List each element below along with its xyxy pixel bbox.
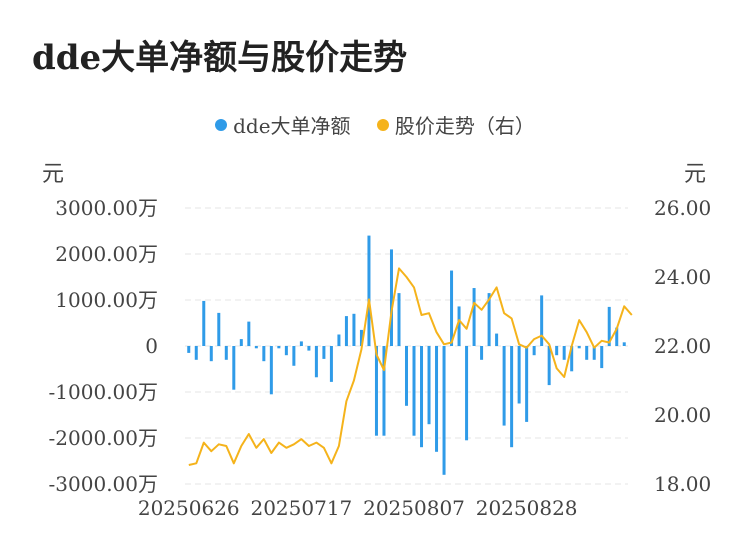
legend-label-price: 股价走势（右） bbox=[394, 114, 535, 138]
legend-label-dde: dde大单净额 bbox=[233, 114, 351, 138]
dde-bar bbox=[352, 313, 356, 346]
left-tick-label: 2000.00万 bbox=[55, 242, 158, 266]
dde-bar bbox=[427, 346, 431, 425]
price-line bbox=[188, 267, 633, 466]
dde-bar bbox=[284, 346, 288, 356]
x-tick-label: 20250626 bbox=[138, 496, 240, 520]
dde-bar bbox=[367, 235, 371, 346]
dde-bar bbox=[239, 339, 243, 346]
dde-bar bbox=[292, 346, 296, 366]
left-tick-label: -1000.00万 bbox=[49, 380, 158, 404]
dde-bar bbox=[382, 346, 386, 436]
dde-bar bbox=[525, 346, 529, 422]
dde-bar bbox=[217, 312, 221, 346]
chart-legend: dde大单净额 股价走势（右） bbox=[0, 110, 750, 139]
left-axis-unit: 元 bbox=[42, 162, 65, 187]
dde-bar bbox=[299, 341, 303, 346]
dde-bar bbox=[254, 346, 258, 349]
dde-bar bbox=[224, 346, 228, 360]
dde-bar bbox=[622, 342, 626, 346]
dde-bar bbox=[577, 346, 581, 349]
dde-bar bbox=[322, 346, 326, 359]
dde-bar bbox=[570, 346, 574, 372]
dde-bar bbox=[562, 346, 566, 360]
dde-bar bbox=[344, 316, 348, 346]
dde-bar bbox=[457, 306, 461, 346]
dde-bar bbox=[510, 346, 514, 448]
right-tick-label: 20.00 bbox=[654, 403, 711, 427]
dde-bar bbox=[517, 346, 521, 404]
dde-bar bbox=[540, 295, 544, 346]
dde-bar bbox=[194, 346, 198, 360]
dde-bar bbox=[532, 346, 536, 356]
dde-bar bbox=[202, 300, 206, 346]
dde-bar bbox=[435, 346, 439, 452]
dde-bar bbox=[592, 346, 596, 360]
dde-bar bbox=[555, 346, 559, 356]
dde-bar bbox=[187, 346, 191, 353]
dde-bar bbox=[412, 346, 416, 436]
x-tick-label: 20250717 bbox=[250, 496, 352, 520]
dde-bar bbox=[465, 346, 469, 441]
dde-bar bbox=[585, 346, 589, 360]
legend-item-price[interactable]: 股价走势（右） bbox=[376, 110, 535, 139]
left-tick-label: -3000.00万 bbox=[49, 472, 158, 496]
dde-bar bbox=[487, 293, 491, 346]
dde-bar bbox=[404, 346, 409, 406]
chart-title: dde大单净额与股价走势 bbox=[32, 38, 408, 78]
dde-bar bbox=[472, 288, 476, 346]
dde-bar bbox=[359, 329, 363, 346]
dde-bar bbox=[269, 346, 273, 395]
dde-bar bbox=[397, 293, 401, 346]
dde-bar bbox=[480, 346, 484, 360]
dde-bar bbox=[600, 346, 604, 369]
legend-dot-price bbox=[376, 118, 389, 131]
dde-bar bbox=[442, 346, 446, 475]
dde-bar bbox=[389, 249, 393, 346]
right-tick-label: 24.00 bbox=[654, 265, 711, 289]
dde-bar bbox=[607, 306, 611, 346]
right-tick-label: 26.00 bbox=[654, 196, 711, 220]
dde-bar bbox=[209, 346, 213, 362]
legend-dot-dde bbox=[215, 118, 228, 131]
left-tick-label: -2000.00万 bbox=[49, 426, 158, 450]
x-tick-label: 20250807 bbox=[363, 496, 465, 520]
dde-bar bbox=[314, 346, 318, 378]
dde-bar bbox=[337, 334, 341, 346]
dde-bar bbox=[329, 346, 333, 382]
dde-bar bbox=[374, 346, 378, 436]
dde-bar bbox=[262, 346, 266, 362]
dde-bar bbox=[615, 327, 619, 346]
dde-bar bbox=[307, 346, 311, 351]
dde-bar bbox=[232, 346, 236, 390]
left-tick-label: 1000.00万 bbox=[55, 288, 158, 312]
dde-bar bbox=[547, 346, 551, 386]
dde-bar bbox=[495, 333, 499, 346]
right-axis-unit: 元 bbox=[684, 162, 707, 187]
x-tick-label: 20250828 bbox=[476, 496, 578, 520]
right-tick-label: 22.00 bbox=[654, 334, 711, 358]
left-tick-label: 3000.00万 bbox=[55, 196, 158, 220]
left-tick-label: 0 bbox=[145, 334, 158, 358]
dde-bar bbox=[450, 270, 454, 346]
right-tick-label: 18.00 bbox=[654, 472, 711, 496]
dde-bar bbox=[502, 346, 506, 426]
dde-bar bbox=[277, 346, 281, 349]
dde-bar bbox=[420, 346, 424, 448]
dde-bar bbox=[247, 321, 251, 346]
legend-item-dde[interactable]: dde大单净额 bbox=[215, 110, 351, 139]
